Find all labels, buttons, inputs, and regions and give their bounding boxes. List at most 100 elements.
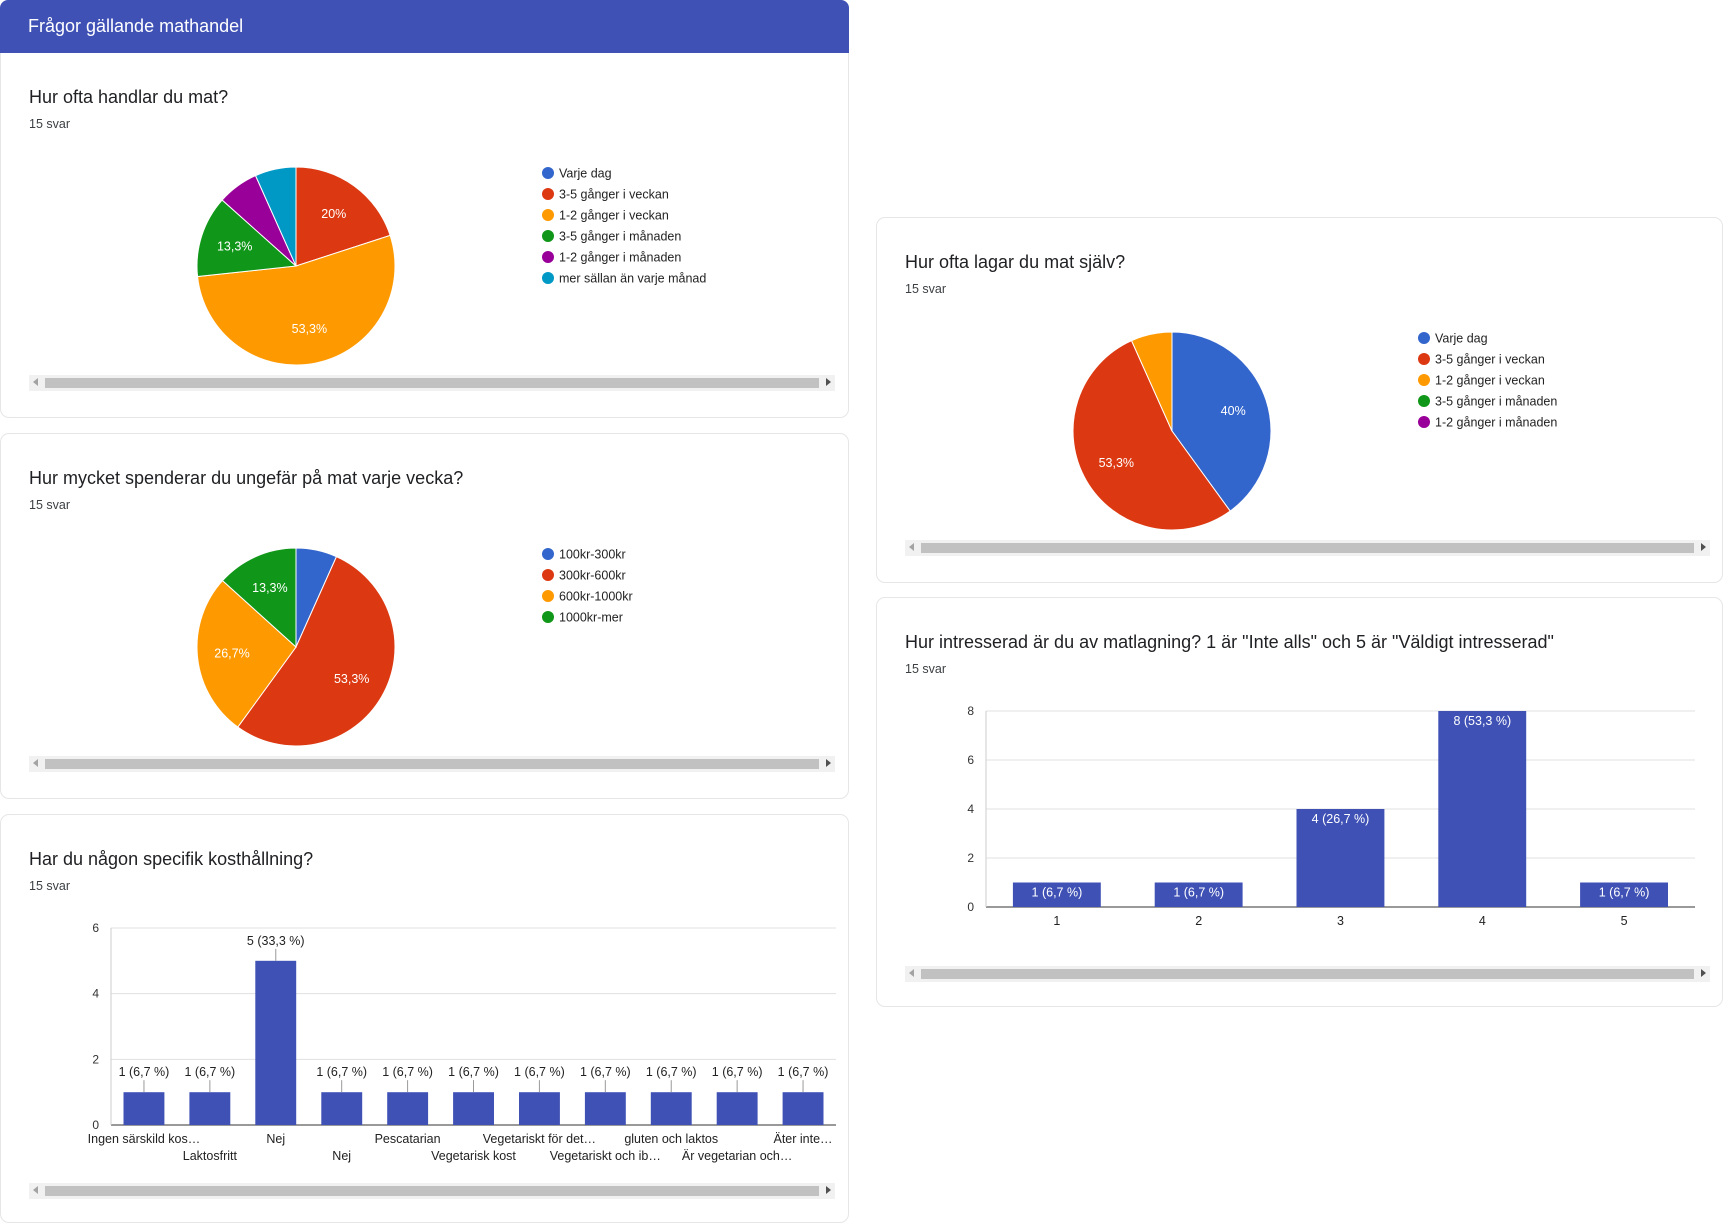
x-tick-label: Äter inte…: [774, 1132, 833, 1146]
legend-label: mer sällan än varje månad: [559, 272, 706, 286]
scroll-right-icon[interactable]: [826, 378, 831, 386]
scroll-thumb[interactable]: [45, 759, 819, 769]
horizontal-scrollbar[interactable]: [905, 966, 1710, 982]
legend-label: 3-5 gånger i veckan: [1435, 353, 1545, 367]
x-tick-label: Nej: [332, 1149, 351, 1163]
bar-data-label: 1 (6,7 %): [316, 1065, 367, 1079]
bar-data-label: 1 (6,7 %): [448, 1065, 499, 1079]
bar: [189, 1092, 231, 1125]
legend-label: Varje dag: [559, 167, 612, 181]
x-tick-label: 2: [1195, 914, 1202, 928]
y-tick-label: 0: [967, 900, 974, 914]
card-q2: Hur mycket spenderar du ungefär på mat v…: [0, 433, 849, 799]
scroll-left-icon[interactable]: [33, 378, 38, 386]
scroll-left-icon[interactable]: [909, 969, 914, 977]
scroll-right-icon[interactable]: [826, 759, 831, 767]
scroll-thumb[interactable]: [921, 543, 1694, 553]
x-tick-label: Pescatarian: [375, 1132, 441, 1146]
slice-label: 13,3%: [252, 581, 287, 595]
pie-slice: [197, 234, 396, 366]
legend-dot: [542, 209, 554, 221]
pie-slice: [196, 579, 297, 728]
bar-data-label: 1 (6,7 %): [1173, 886, 1224, 900]
legend-label: 1000kr-mer: [559, 611, 623, 625]
response-count: 15 svar: [905, 662, 946, 676]
pie-chart: 53,3% 26,7% 13,3% 100kr-300kr 300kr-600kr 600…: [196, 547, 633, 747]
card-q1: Hur ofta handlar du mat? 15 svar 20% 53,3…: [0, 53, 849, 418]
y-tick-label: 6: [967, 753, 974, 767]
scroll-right-icon[interactable]: [1701, 543, 1706, 551]
y-tick-label: 6: [92, 921, 99, 935]
horizontal-scrollbar[interactable]: [29, 756, 835, 772]
y-tick-label: 0: [92, 1118, 99, 1132]
bar: [716, 1092, 758, 1125]
pie-chart: 20% 53,3% 13,3% Varje dag 3-5 gånger i vecka…: [196, 166, 706, 366]
bar-chart: 0 2 4 6 1 (6,7 %) Ingen särskild kos… 1 (6,7 %…: [88, 921, 836, 1163]
legend-label: 1-2 gånger i veckan: [559, 209, 669, 223]
legend-label: 100kr-300kr: [559, 548, 626, 562]
scroll-thumb[interactable]: [45, 378, 819, 388]
slice-label: 20%: [321, 207, 346, 221]
form-title: Frågor gällande mathandel: [28, 16, 244, 36]
pie-slice: [1130, 331, 1173, 432]
scroll-right-icon[interactable]: [826, 1186, 831, 1194]
bar: [584, 1092, 626, 1125]
bar-data-label: 1 (6,7 %): [1032, 886, 1083, 900]
pie-slice: [221, 547, 297, 649]
x-tick-label: Är vegetarian och…: [682, 1149, 792, 1163]
response-count: 15 svar: [29, 117, 70, 131]
bar-data-label: 1 (6,7 %): [1599, 886, 1650, 900]
scroll-left-icon[interactable]: [909, 543, 914, 551]
response-count: 15 svar: [905, 282, 946, 296]
y-tick-label: 8: [967, 704, 974, 718]
bar-chart: 0 2 4 6 8 1 (6,7 %) 1 1 (6,7 %) 2 4 (26,7 %) 3 8 (5…: [967, 704, 1695, 928]
scroll-left-icon[interactable]: [33, 759, 38, 767]
slice-label: 13,3%: [217, 239, 252, 253]
legend-dot: [542, 590, 554, 602]
bar-data-label: 1 (6,7 %): [514, 1065, 565, 1079]
legend-dot: [1418, 332, 1430, 344]
pie-slice: [196, 199, 298, 278]
bar-data-label: 1 (6,7 %): [712, 1065, 763, 1079]
bar: [255, 960, 297, 1125]
bar: [321, 1092, 363, 1125]
bar-data-label: 1 (6,7 %): [646, 1065, 697, 1079]
pie-slice: [1072, 339, 1231, 531]
x-tick-label: Nej: [266, 1132, 285, 1146]
form-header: Frågor gällande mathandel: [0, 0, 849, 53]
scroll-right-icon[interactable]: [1701, 969, 1706, 977]
question-title: Har du någon specifik kosthållning?: [29, 849, 314, 869]
card-q5: Hur intresserad är du av matlagning? 1 ä…: [876, 597, 1723, 1007]
slice-label: 53,3%: [1099, 456, 1134, 470]
bar-data-label: 1 (6,7 %): [382, 1065, 433, 1079]
horizontal-scrollbar[interactable]: [905, 540, 1710, 556]
x-tick-label: 4: [1479, 914, 1486, 928]
horizontal-scrollbar[interactable]: [29, 1183, 835, 1199]
x-tick-label: Vegetariskt för det…: [483, 1132, 596, 1146]
scroll-thumb[interactable]: [921, 969, 1694, 979]
scroll-left-icon[interactable]: [33, 1186, 38, 1194]
legend-dot: [542, 251, 554, 263]
legend-label: 1-2 gånger i veckan: [1435, 374, 1545, 388]
x-tick-label: Vegetarisk kost: [431, 1149, 516, 1163]
legend-dot: [542, 548, 554, 560]
pie-chart: 40% 53,3% Varje dag 3-5 gånger i veckan 1-2 …: [1072, 331, 1557, 531]
pie-slice: [254, 166, 297, 267]
bar-data-label: 4 (26,7 %): [1312, 812, 1370, 826]
legend-label: 600kr-1000kr: [559, 590, 633, 604]
card-q3: Har du någon specifik kosthållning? 15 s…: [0, 814, 849, 1223]
scroll-thumb[interactable]: [45, 1186, 819, 1196]
legend-dot: [542, 611, 554, 623]
legend-dot: [542, 569, 554, 581]
x-tick-label: Ingen särskild kos…: [88, 1132, 201, 1146]
x-tick-label: Vegetariskt och ib…: [550, 1149, 661, 1163]
bar-data-label: 8 (53,3 %): [1453, 714, 1511, 728]
x-tick-label: Laktosfritt: [183, 1149, 238, 1163]
slice-label: 53,3%: [292, 322, 327, 336]
response-count: 15 svar: [29, 498, 70, 512]
bar-data-label: 1 (6,7 %): [119, 1065, 170, 1079]
x-tick-label: 3: [1337, 914, 1344, 928]
bar: [782, 1092, 824, 1125]
legend-label: 3-5 gånger i månaden: [1435, 395, 1557, 409]
horizontal-scrollbar[interactable]: [29, 375, 835, 391]
